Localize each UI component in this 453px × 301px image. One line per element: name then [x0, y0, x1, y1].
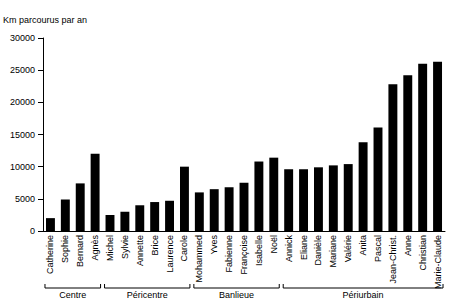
svg-text:Centre: Centre	[59, 290, 86, 300]
svg-text:Brice: Brice	[150, 235, 160, 256]
svg-text:20000: 20000	[10, 97, 35, 107]
svg-text:Km parcourus par an: Km parcourus par an	[3, 15, 87, 25]
svg-text:Péricentre: Péricentre	[127, 290, 168, 300]
svg-text:Isabelle: Isabelle	[254, 235, 264, 266]
svg-text:Françoise: Françoise	[239, 235, 249, 275]
svg-text:Jean-Christ.: Jean-Christ.	[388, 235, 398, 284]
svg-text:Mohammed: Mohammed	[194, 235, 204, 283]
svg-text:Catherine: Catherine	[45, 235, 55, 274]
svg-text:Périurbain: Périurbain	[343, 290, 384, 300]
svg-text:Anne: Anne	[403, 235, 413, 256]
svg-text:Sophie: Sophie	[60, 235, 70, 263]
svg-text:Anita: Anita	[358, 235, 368, 256]
svg-text:Christian: Christian	[418, 235, 428, 271]
svg-text:Sylvie: Sylvie	[120, 235, 130, 259]
svg-text:25000: 25000	[10, 65, 35, 75]
svg-text:Agnès: Agnès	[90, 235, 100, 261]
svg-text:Eliane: Eliane	[299, 235, 309, 260]
svg-text:5000: 5000	[15, 194, 35, 204]
svg-text:10000: 10000	[10, 162, 35, 172]
svg-text:Annette: Annette	[135, 235, 145, 266]
svg-text:Mariane: Mariane	[328, 235, 338, 268]
svg-text:Yves: Yves	[209, 235, 219, 255]
svg-text:Danièle: Danièle	[313, 235, 323, 266]
svg-text:Bernard: Bernard	[75, 235, 85, 267]
svg-text:Valérie: Valérie	[343, 235, 353, 262]
svg-text:Pascal: Pascal	[373, 235, 383, 262]
svg-text:Fabienne: Fabienne	[224, 235, 234, 273]
svg-text:Michel: Michel	[105, 235, 115, 261]
svg-text:Carole: Carole	[179, 235, 189, 262]
svg-text:Noël: Noël	[269, 235, 279, 254]
svg-text:Laurence: Laurence	[165, 235, 175, 273]
svg-text:Banlieue: Banlieue	[219, 290, 254, 300]
svg-text:30000: 30000	[10, 33, 35, 43]
svg-text:Marie-Claude: Marie-Claude	[433, 235, 443, 289]
svg-text:Annick: Annick	[284, 235, 294, 263]
svg-text:15000: 15000	[10, 130, 35, 140]
svg-text:0: 0	[30, 226, 35, 236]
